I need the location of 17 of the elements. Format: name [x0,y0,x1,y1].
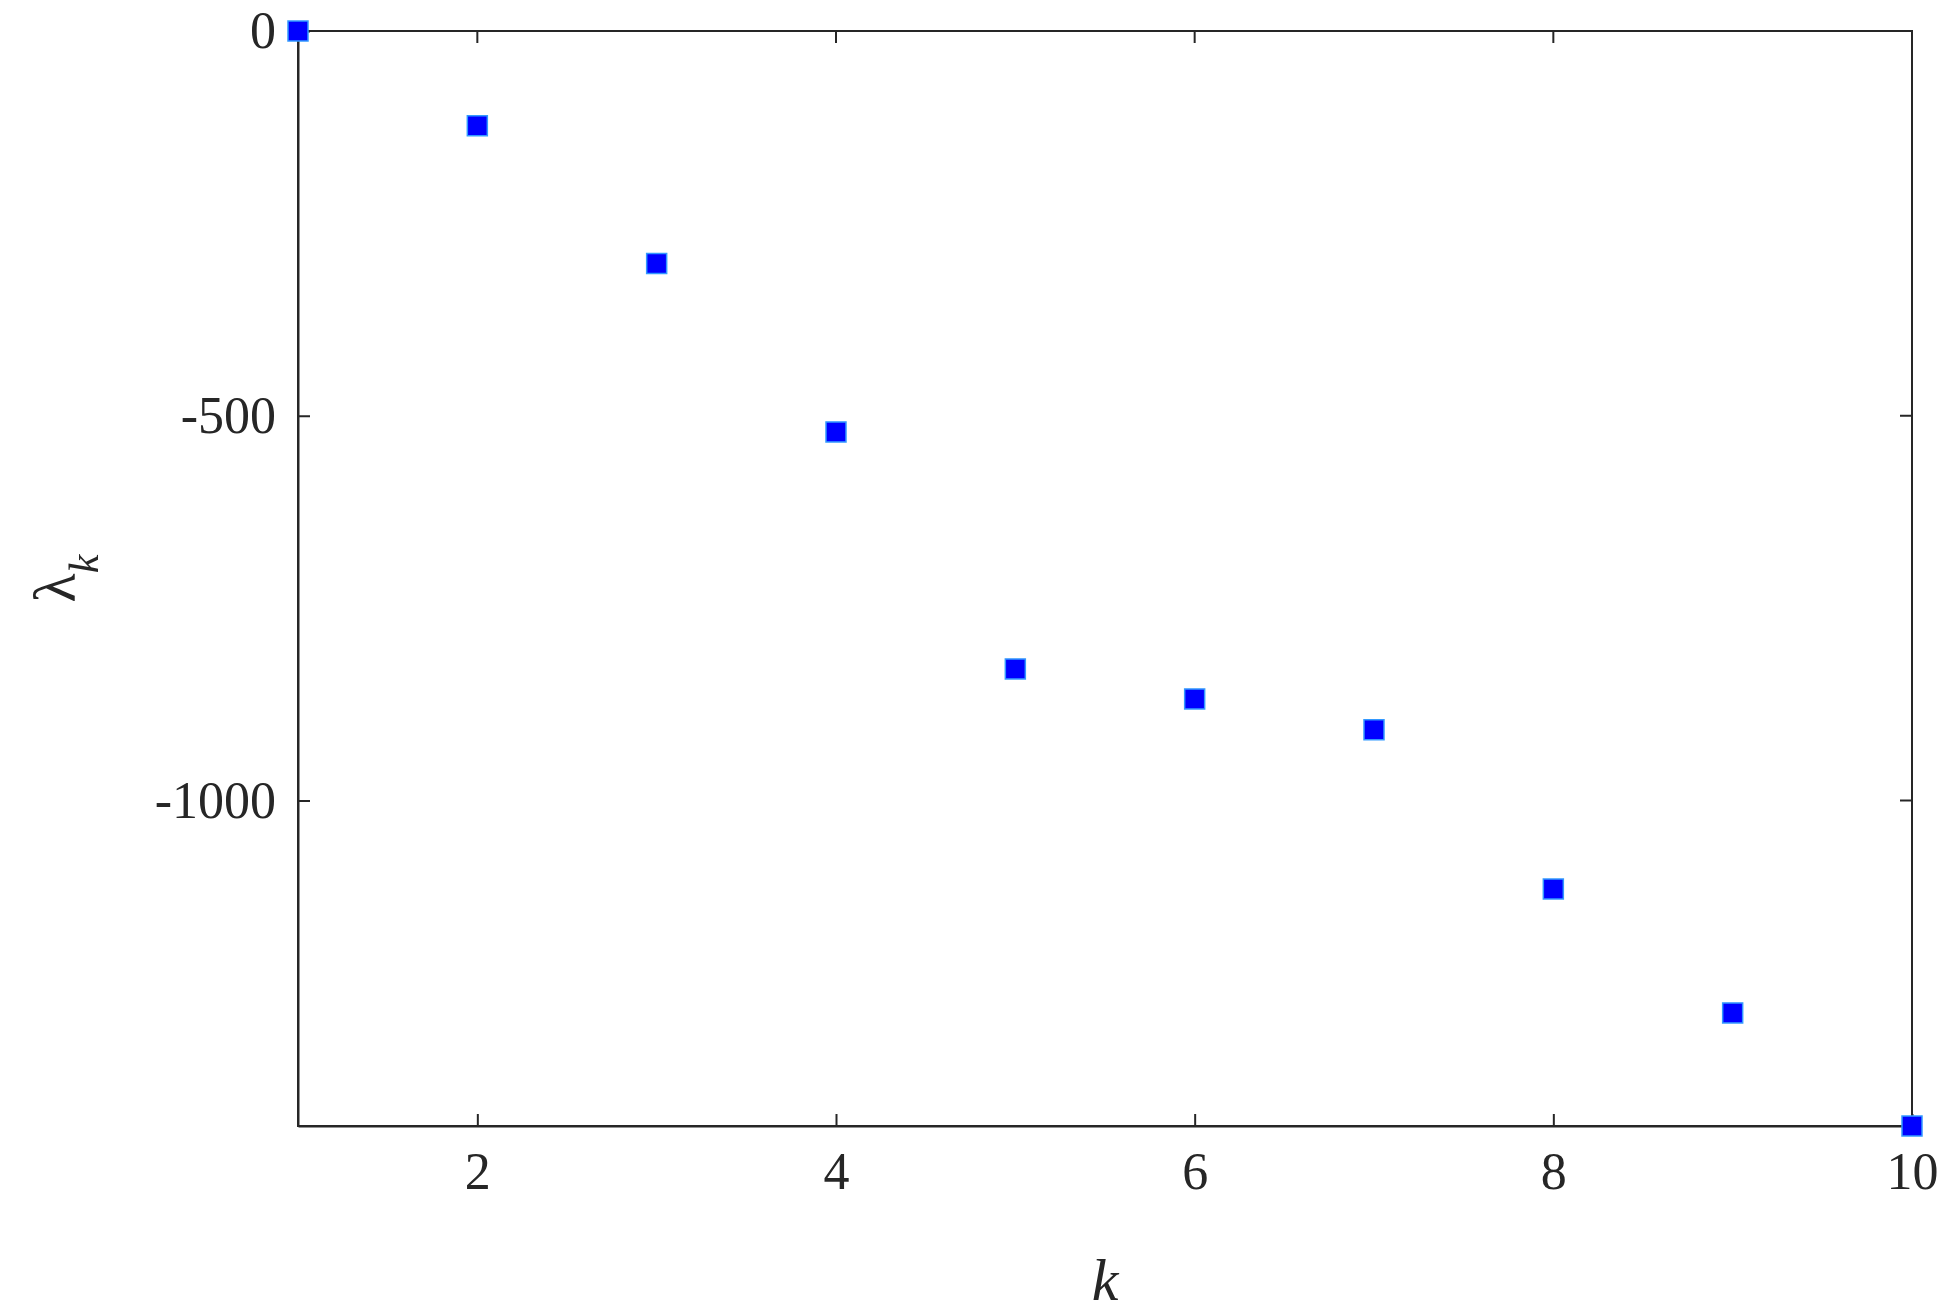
point [1542,878,1565,900]
y-tick-label: -1000 [154,771,276,829]
x-tick-label: 4 [823,1142,850,1200]
x-tick-label: 2 [464,1142,491,1200]
point [1363,718,1385,741]
x-tick-label: 6 [1182,1142,1209,1200]
point [825,421,847,443]
point [1721,1002,1744,1024]
point [645,252,668,275]
y-tick-label: 0 [250,2,276,60]
x-axis-title: k [1091,1247,1120,1313]
point [1183,688,1206,710]
y-tick-label: -500 [180,386,276,444]
x-tick-label: 8 [1540,1142,1567,1200]
point [1004,658,1027,680]
x-tick-label: 10 [1886,1142,1939,1200]
point [466,114,489,137]
